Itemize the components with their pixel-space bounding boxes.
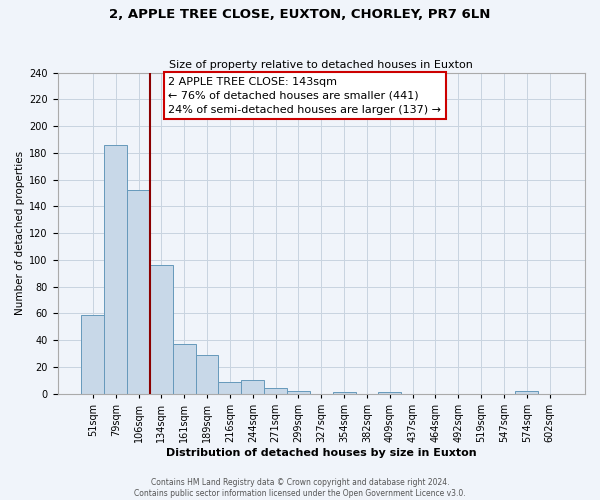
Bar <box>173 344 196 394</box>
X-axis label: Distribution of detached houses by size in Euxton: Distribution of detached houses by size … <box>166 448 476 458</box>
Bar <box>379 392 401 394</box>
Bar <box>150 265 173 394</box>
Bar <box>264 388 287 394</box>
Bar <box>218 382 241 394</box>
Text: Contains HM Land Registry data © Crown copyright and database right 2024.
Contai: Contains HM Land Registry data © Crown c… <box>134 478 466 498</box>
Y-axis label: Number of detached properties: Number of detached properties <box>15 151 25 315</box>
Bar <box>196 355 218 394</box>
Bar <box>287 391 310 394</box>
Bar <box>104 145 127 394</box>
Bar <box>332 392 356 394</box>
Bar <box>515 391 538 394</box>
Bar <box>82 314 104 394</box>
Text: 2, APPLE TREE CLOSE, EUXTON, CHORLEY, PR7 6LN: 2, APPLE TREE CLOSE, EUXTON, CHORLEY, PR… <box>109 8 491 20</box>
Title: Size of property relative to detached houses in Euxton: Size of property relative to detached ho… <box>169 60 473 70</box>
Bar <box>241 380 264 394</box>
Bar <box>127 190 150 394</box>
Text: 2 APPLE TREE CLOSE: 143sqm
← 76% of detached houses are smaller (441)
24% of sem: 2 APPLE TREE CLOSE: 143sqm ← 76% of deta… <box>168 76 441 114</box>
